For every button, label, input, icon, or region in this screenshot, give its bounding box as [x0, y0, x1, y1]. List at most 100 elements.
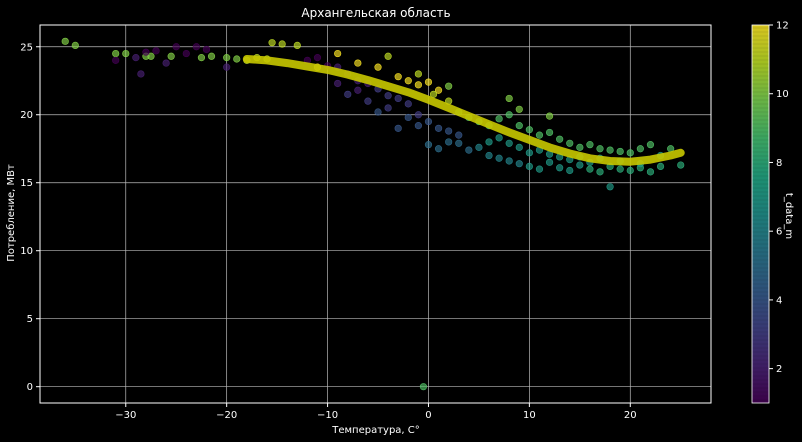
scatter-point	[434, 145, 443, 153]
scatter-point	[132, 54, 140, 62]
scatter-point	[525, 126, 533, 134]
scatter-point	[646, 141, 655, 149]
scatter-point	[182, 49, 190, 58]
scatter-point	[505, 139, 513, 147]
scatter-point	[71, 41, 79, 49]
scatter-point	[485, 151, 493, 160]
x-axis-label: Температура, C°	[331, 425, 420, 436]
scatter-point	[445, 138, 453, 146]
scatter-point	[424, 117, 433, 126]
scatter-point	[112, 56, 120, 64]
scatter-point	[656, 162, 665, 171]
y-tick-label: 20	[20, 110, 33, 121]
scatter-point	[384, 92, 392, 100]
y-tick-label: 25	[20, 42, 33, 53]
scatter-point	[556, 164, 564, 172]
scatter-point	[278, 40, 286, 48]
scatter-point	[515, 105, 523, 113]
scatter-point	[475, 143, 483, 151]
scatter-point	[606, 146, 614, 154]
scatter-point	[414, 70, 422, 78]
scatter-point	[596, 168, 604, 176]
scatter-point	[152, 47, 160, 55]
scatter-point	[545, 128, 554, 137]
scatter-point	[495, 134, 503, 142]
colorbar-gradient	[752, 25, 769, 403]
scatter-point	[646, 168, 655, 176]
scatter-point	[495, 115, 503, 123]
scatter-point	[404, 100, 412, 108]
scatter-point	[207, 52, 216, 60]
scatter-point	[419, 383, 428, 391]
scatter-series	[61, 37, 685, 391]
scatter-point	[192, 43, 200, 51]
scatter-point	[455, 139, 463, 147]
scatter-point	[404, 77, 412, 85]
scatter-point	[354, 59, 362, 67]
scatter-point	[626, 166, 634, 175]
scatter-point	[535, 131, 544, 139]
y-tick-label: 15	[20, 178, 33, 189]
scatter-point	[414, 122, 422, 130]
scatter-point	[445, 82, 453, 90]
scatter-point	[122, 49, 130, 58]
scatter-point	[515, 143, 523, 151]
scatter-point	[626, 149, 634, 157]
colorbar-tick-label: 10	[776, 89, 789, 100]
x-tick-label: 0	[425, 410, 431, 421]
scatter-point	[535, 165, 544, 173]
scatter-point	[313, 54, 322, 62]
scatter-point	[354, 86, 362, 94]
y-axis-label: Потребление, МВт	[6, 164, 17, 262]
scatter-point	[616, 147, 624, 156]
scatter-point	[495, 154, 503, 162]
scatter-point	[414, 81, 422, 89]
scatter-point	[566, 139, 574, 147]
scatter-point	[556, 135, 564, 143]
y-tick-label: 10	[20, 246, 33, 257]
scatter-point	[434, 124, 443, 132]
scatter-point	[606, 183, 614, 191]
scatter-point	[394, 94, 402, 103]
x-tick-label: 10	[523, 410, 536, 421]
scatter-point	[202, 45, 211, 54]
scatter-point	[576, 143, 584, 151]
scatter-point	[147, 52, 155, 60]
scatter-point	[596, 145, 604, 153]
scatter-point	[586, 165, 594, 173]
x-tick-label: −10	[317, 410, 338, 421]
scatter-point	[455, 131, 463, 139]
scatter-point	[137, 70, 145, 78]
scatter-point	[525, 162, 533, 171]
scatter-point	[197, 54, 206, 62]
scatter-point	[142, 48, 150, 56]
scatter-point	[344, 90, 352, 98]
scatter-point	[424, 78, 433, 86]
x-tick-label: −20	[216, 410, 237, 421]
scatter-point	[384, 52, 392, 60]
scatter-point	[414, 111, 422, 119]
scatter-point	[334, 79, 342, 88]
scatter-point	[576, 161, 584, 169]
scatter-point	[223, 54, 231, 62]
colorbar-tick-label: 8	[776, 158, 782, 169]
scatter-point	[485, 138, 493, 146]
scatter-point	[515, 160, 523, 168]
x-tick-label: 20	[624, 410, 637, 421]
scatter-point	[162, 59, 170, 67]
scatter-point	[374, 63, 382, 71]
colorbar-tick-label: 2	[776, 364, 782, 375]
scatter-point	[394, 73, 402, 81]
colorbar-tick-label: 4	[776, 295, 782, 306]
scatter-point	[515, 122, 523, 130]
scatter-point	[505, 157, 513, 165]
scatter-point	[586, 141, 594, 149]
scatter-point	[434, 86, 443, 94]
y-tick-label: 5	[27, 314, 33, 325]
colorbar-tick-label: 12	[776, 21, 789, 32]
scatter-point	[112, 49, 120, 58]
scatter-point	[394, 124, 402, 132]
scatter-point	[636, 145, 644, 153]
plot-area: −30 −20 −10 0 10 20 0 5 10 15 20 25	[20, 24, 712, 421]
scatter-point	[545, 112, 554, 120]
